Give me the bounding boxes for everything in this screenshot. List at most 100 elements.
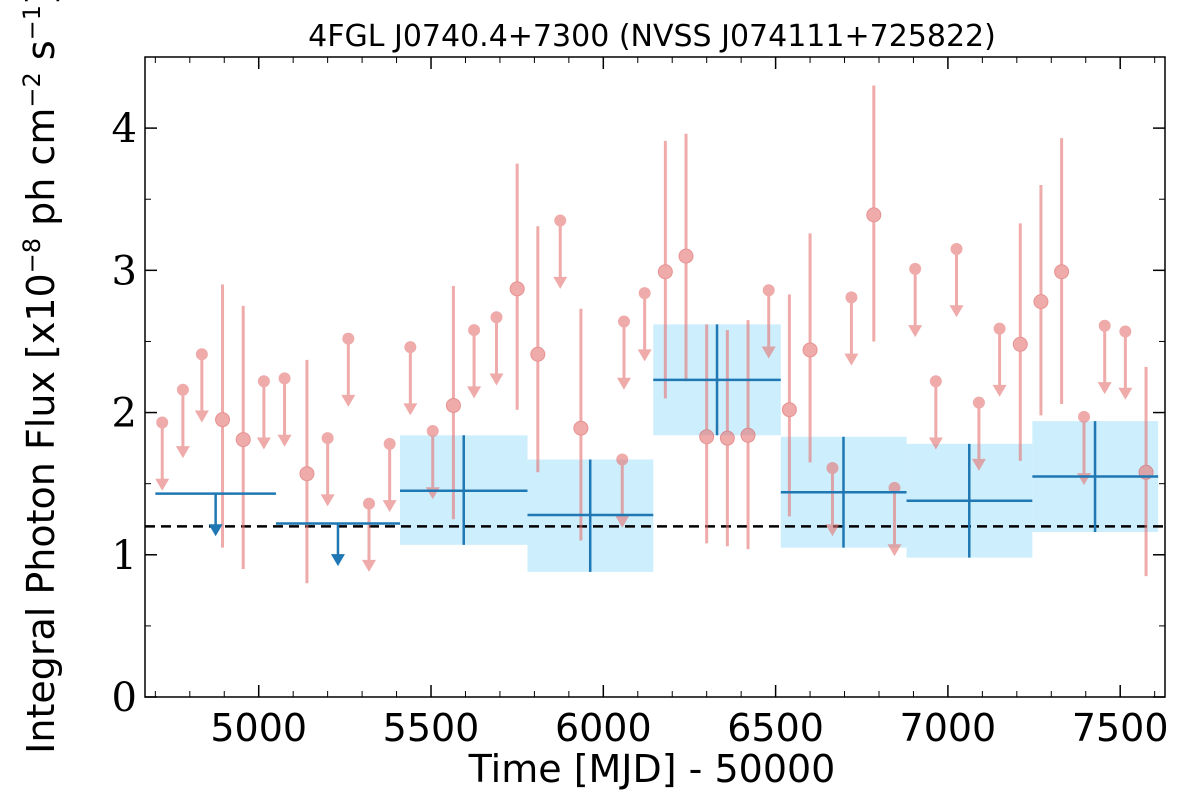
short-bin-upper-limit: [553, 214, 568, 289]
short-bin-point: [678, 133, 694, 382]
short-bin-ul-arrowhead: [403, 403, 418, 416]
short-bin-point: [573, 308, 589, 541]
short-bin-ul-arrowhead: [1097, 382, 1112, 395]
short-bin-marker: [699, 429, 715, 445]
short-bin-upper-limit: [616, 315, 631, 390]
short-bin-upper-limit: [341, 332, 356, 407]
short-bin-upper-limit: [908, 262, 923, 338]
short-bin-point: [215, 284, 231, 548]
short-bin-upper-limit: [844, 291, 859, 366]
short-bin-ul-arrowhead: [256, 437, 271, 450]
short-bin-point: [235, 305, 251, 569]
short-bin-ul-marker: [257, 375, 270, 388]
short-bin-upper-limit: [403, 341, 418, 416]
short-bin-marker: [1012, 336, 1028, 352]
short-bin-upper-limit: [320, 432, 335, 507]
long-bin-ul-arrowhead: [208, 524, 223, 537]
short-bin-marker: [235, 432, 251, 448]
long-bin-point: [527, 459, 654, 572]
short-bin-ul-marker: [993, 322, 1006, 335]
short-bin-upper-limit: [194, 348, 209, 423]
short-bin-ul-arrowhead: [761, 346, 776, 359]
short-bin-ul-arrowhead: [971, 458, 986, 471]
short-bin-upper-limit: [155, 416, 170, 491]
short-bin-ul-marker: [362, 497, 375, 510]
x-tick-label: 6000: [555, 706, 652, 750]
short-bin-ul-arrowhead: [489, 373, 504, 386]
short-bin-ul-arrowhead: [341, 394, 356, 407]
x-tick-label: 6500: [727, 706, 824, 750]
long-bin-point: [780, 436, 907, 548]
short-bin-upper-limit: [382, 437, 397, 513]
short-bin-ul-marker: [490, 311, 503, 324]
short-bin-point: [802, 233, 818, 463]
short-bin-upper-limit: [637, 287, 652, 362]
short-bin-upper-limit: [277, 372, 292, 447]
short-bin-point: [1012, 223, 1028, 461]
short-bin-ul-arrowhead: [928, 437, 943, 450]
y-tick-label: 3: [112, 248, 137, 294]
long-bin-upper-limit: [155, 492, 276, 537]
short-bin-ul-arrowhead: [887, 544, 902, 557]
short-bin-upper-limit: [971, 396, 986, 471]
x-axis-label: Time [MJD] - 50000: [468, 747, 836, 791]
short-bin-ul-marker: [888, 481, 901, 494]
short-bin-ul-marker: [845, 291, 858, 304]
axes-layer: 5000 5500 6000 6500 7000 7500 0 1 2 3 4: [112, 56, 1169, 750]
short-bin-marker: [719, 430, 735, 446]
short-bin-marker: [1033, 294, 1049, 310]
short-bin-marker: [509, 281, 525, 297]
short-bin-marker: [299, 466, 315, 482]
short-bin-point: [445, 285, 461, 520]
x-tick-label: 7500: [1072, 706, 1169, 750]
x-tick-label: 5000: [210, 706, 307, 750]
short-bin-ul-marker: [342, 332, 355, 345]
short-bin-ul-marker: [638, 287, 651, 300]
short-bin-ul-marker: [762, 284, 775, 297]
y-tick-label: 1: [112, 533, 137, 579]
chart-title: 4FGL J0740.4+7300 (NVSS J074111+725822): [308, 19, 996, 54]
short-bin-upper-limit: [615, 453, 630, 528]
short-bin-marker: [657, 264, 673, 280]
short-bin-marker: [866, 207, 882, 223]
short-bin-ul-marker: [826, 462, 839, 475]
short-bin-upper-limit: [928, 375, 943, 450]
short-bin-ul-marker: [321, 432, 334, 445]
long-bin-point: [653, 324, 781, 436]
short-bin-ul-marker: [929, 375, 942, 388]
long-bin-ul-arrowhead: [330, 554, 345, 567]
short-bin-ul-arrowhead: [277, 434, 292, 447]
short-bin-marker: [678, 248, 694, 264]
short-bin-point: [1138, 367, 1154, 577]
short-bin-ul-arrowhead: [320, 494, 335, 507]
short-bin-ul-marker: [468, 324, 481, 337]
short-bin-ul-marker: [909, 262, 922, 275]
short-bin-ul-arrowhead: [361, 559, 376, 572]
short-bin-ul-arrowhead: [382, 500, 397, 513]
short-bin-upper-limit: [949, 243, 964, 318]
short-bin-marker: [215, 412, 231, 428]
short-bin-ul-marker: [176, 383, 189, 396]
short-bin-upper-limit: [1118, 325, 1133, 400]
short-bin-ul-marker: [1119, 325, 1132, 338]
short-bin-upper-limit: [256, 375, 271, 450]
short-bin-ul-arrowhead: [637, 349, 652, 362]
long-bin-point: [400, 435, 528, 545]
short-bin-point: [719, 330, 735, 547]
short-bin-ul-marker: [426, 425, 439, 438]
short-bin-ul-marker: [950, 243, 963, 255]
short-bin-ul-marker: [616, 453, 629, 466]
short-bin-marker: [1054, 264, 1070, 280]
short-bin-marker: [781, 402, 797, 418]
short-bin-ul-marker: [404, 341, 417, 354]
short-bin-point: [299, 359, 315, 584]
short-bin-ul-arrowhead: [844, 353, 859, 366]
short-bin-ul-marker: [383, 437, 396, 450]
x-tick-label: 5500: [383, 706, 480, 750]
y-tick-label: 4: [112, 106, 137, 152]
short-bin-ul-arrowhead: [615, 515, 630, 528]
short-bin-upper-limit: [1097, 319, 1112, 395]
long-bin-bands: [400, 324, 1159, 572]
long-bin-point: [906, 443, 1033, 558]
